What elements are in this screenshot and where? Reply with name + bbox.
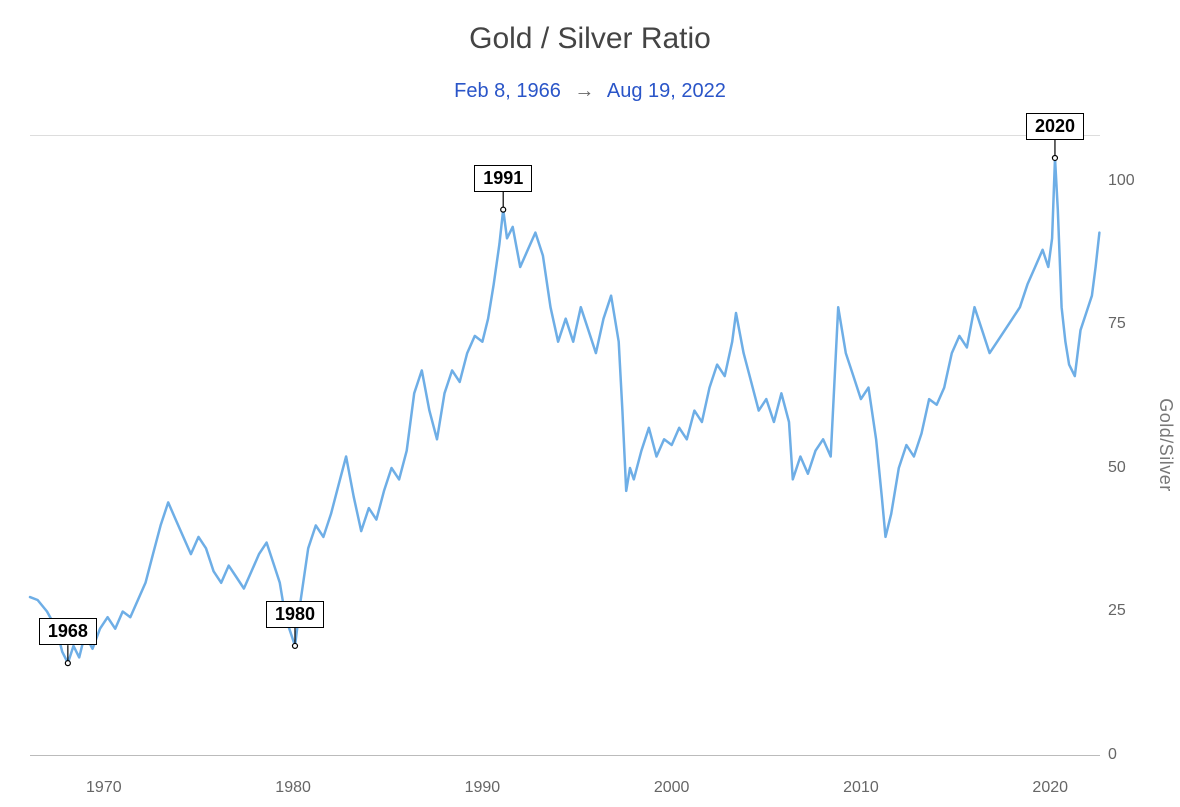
x-tick-label: 1970 [86, 779, 122, 797]
callout-label: 2020 [1026, 113, 1084, 140]
date-start[interactable]: Feb 8, 1966 [454, 80, 561, 102]
date-range: Feb 8, 1966 → Aug 19, 2022 [0, 80, 1180, 103]
chart-title: Gold / Silver Ratio [0, 22, 1180, 56]
arrow-icon: → [574, 80, 594, 102]
callout-marker [501, 207, 506, 212]
y-tick-label: 0 [1108, 746, 1117, 764]
x-tick-label: 1980 [275, 779, 311, 797]
line-chart-svg [30, 135, 1100, 755]
callout-marker [292, 643, 297, 648]
y-tick-label: 25 [1108, 602, 1126, 620]
chart-area[interactable]: Gold/Silver 0 25 50 75 100 1970 1980 1990 2000 20… [0, 135, 1180, 807]
callout-label: 1991 [474, 165, 532, 192]
series-line [30, 158, 1099, 663]
x-tick-label: 1990 [465, 779, 501, 797]
y-tick-label: 100 [1108, 172, 1135, 190]
callout-marker [1052, 155, 1057, 160]
x-tick-label: 2020 [1032, 779, 1068, 797]
y-tick-label: 75 [1108, 315, 1126, 333]
date-end[interactable]: Aug 19, 2022 [607, 80, 726, 102]
x-tick-label: 2000 [654, 779, 690, 797]
x-tick-label: 2010 [843, 779, 879, 797]
callout-label: 1968 [39, 618, 97, 645]
chart-container: Gold / Silver Ratio Feb 8, 1966 → Aug 19… [0, 0, 1180, 807]
y-axis-label: Gold/Silver [1155, 398, 1176, 492]
baseline-rule [30, 755, 1100, 756]
y-tick-label: 50 [1108, 459, 1126, 477]
callout-marker [65, 661, 70, 666]
callout-label: 1980 [266, 601, 324, 628]
